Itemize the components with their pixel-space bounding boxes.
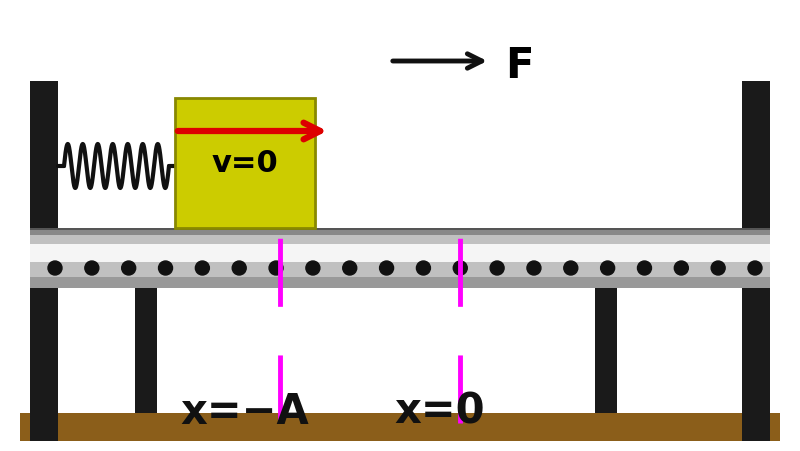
Circle shape bbox=[454, 261, 467, 275]
Text: x=0: x=0 bbox=[394, 391, 486, 433]
Bar bbox=[135, 288, 157, 413]
Circle shape bbox=[379, 261, 394, 275]
Bar bbox=[30, 228, 770, 230]
Bar bbox=[595, 288, 617, 413]
Circle shape bbox=[122, 261, 136, 275]
Circle shape bbox=[48, 261, 62, 275]
Circle shape bbox=[527, 261, 541, 275]
Text: v=0: v=0 bbox=[212, 148, 278, 178]
Circle shape bbox=[638, 261, 651, 275]
Circle shape bbox=[195, 261, 210, 275]
Circle shape bbox=[158, 261, 173, 275]
Circle shape bbox=[342, 261, 357, 275]
Circle shape bbox=[306, 261, 320, 275]
Text: F: F bbox=[505, 45, 534, 87]
Bar bbox=[30, 235, 770, 244]
Circle shape bbox=[601, 261, 614, 275]
Bar bbox=[30, 277, 770, 288]
Circle shape bbox=[711, 261, 725, 275]
Circle shape bbox=[674, 261, 688, 275]
Circle shape bbox=[490, 261, 504, 275]
Bar bbox=[742, 81, 770, 441]
Bar bbox=[30, 262, 770, 277]
Circle shape bbox=[269, 261, 283, 275]
Circle shape bbox=[85, 261, 99, 275]
Circle shape bbox=[417, 261, 430, 275]
Bar bbox=[175, 98, 315, 228]
Bar bbox=[30, 228, 770, 235]
Bar bbox=[30, 244, 770, 262]
Bar bbox=[30, 81, 58, 441]
Bar bbox=[20, 413, 780, 441]
Text: x=−A: x=−A bbox=[181, 391, 310, 433]
Circle shape bbox=[232, 261, 246, 275]
Circle shape bbox=[564, 261, 578, 275]
Circle shape bbox=[748, 261, 762, 275]
